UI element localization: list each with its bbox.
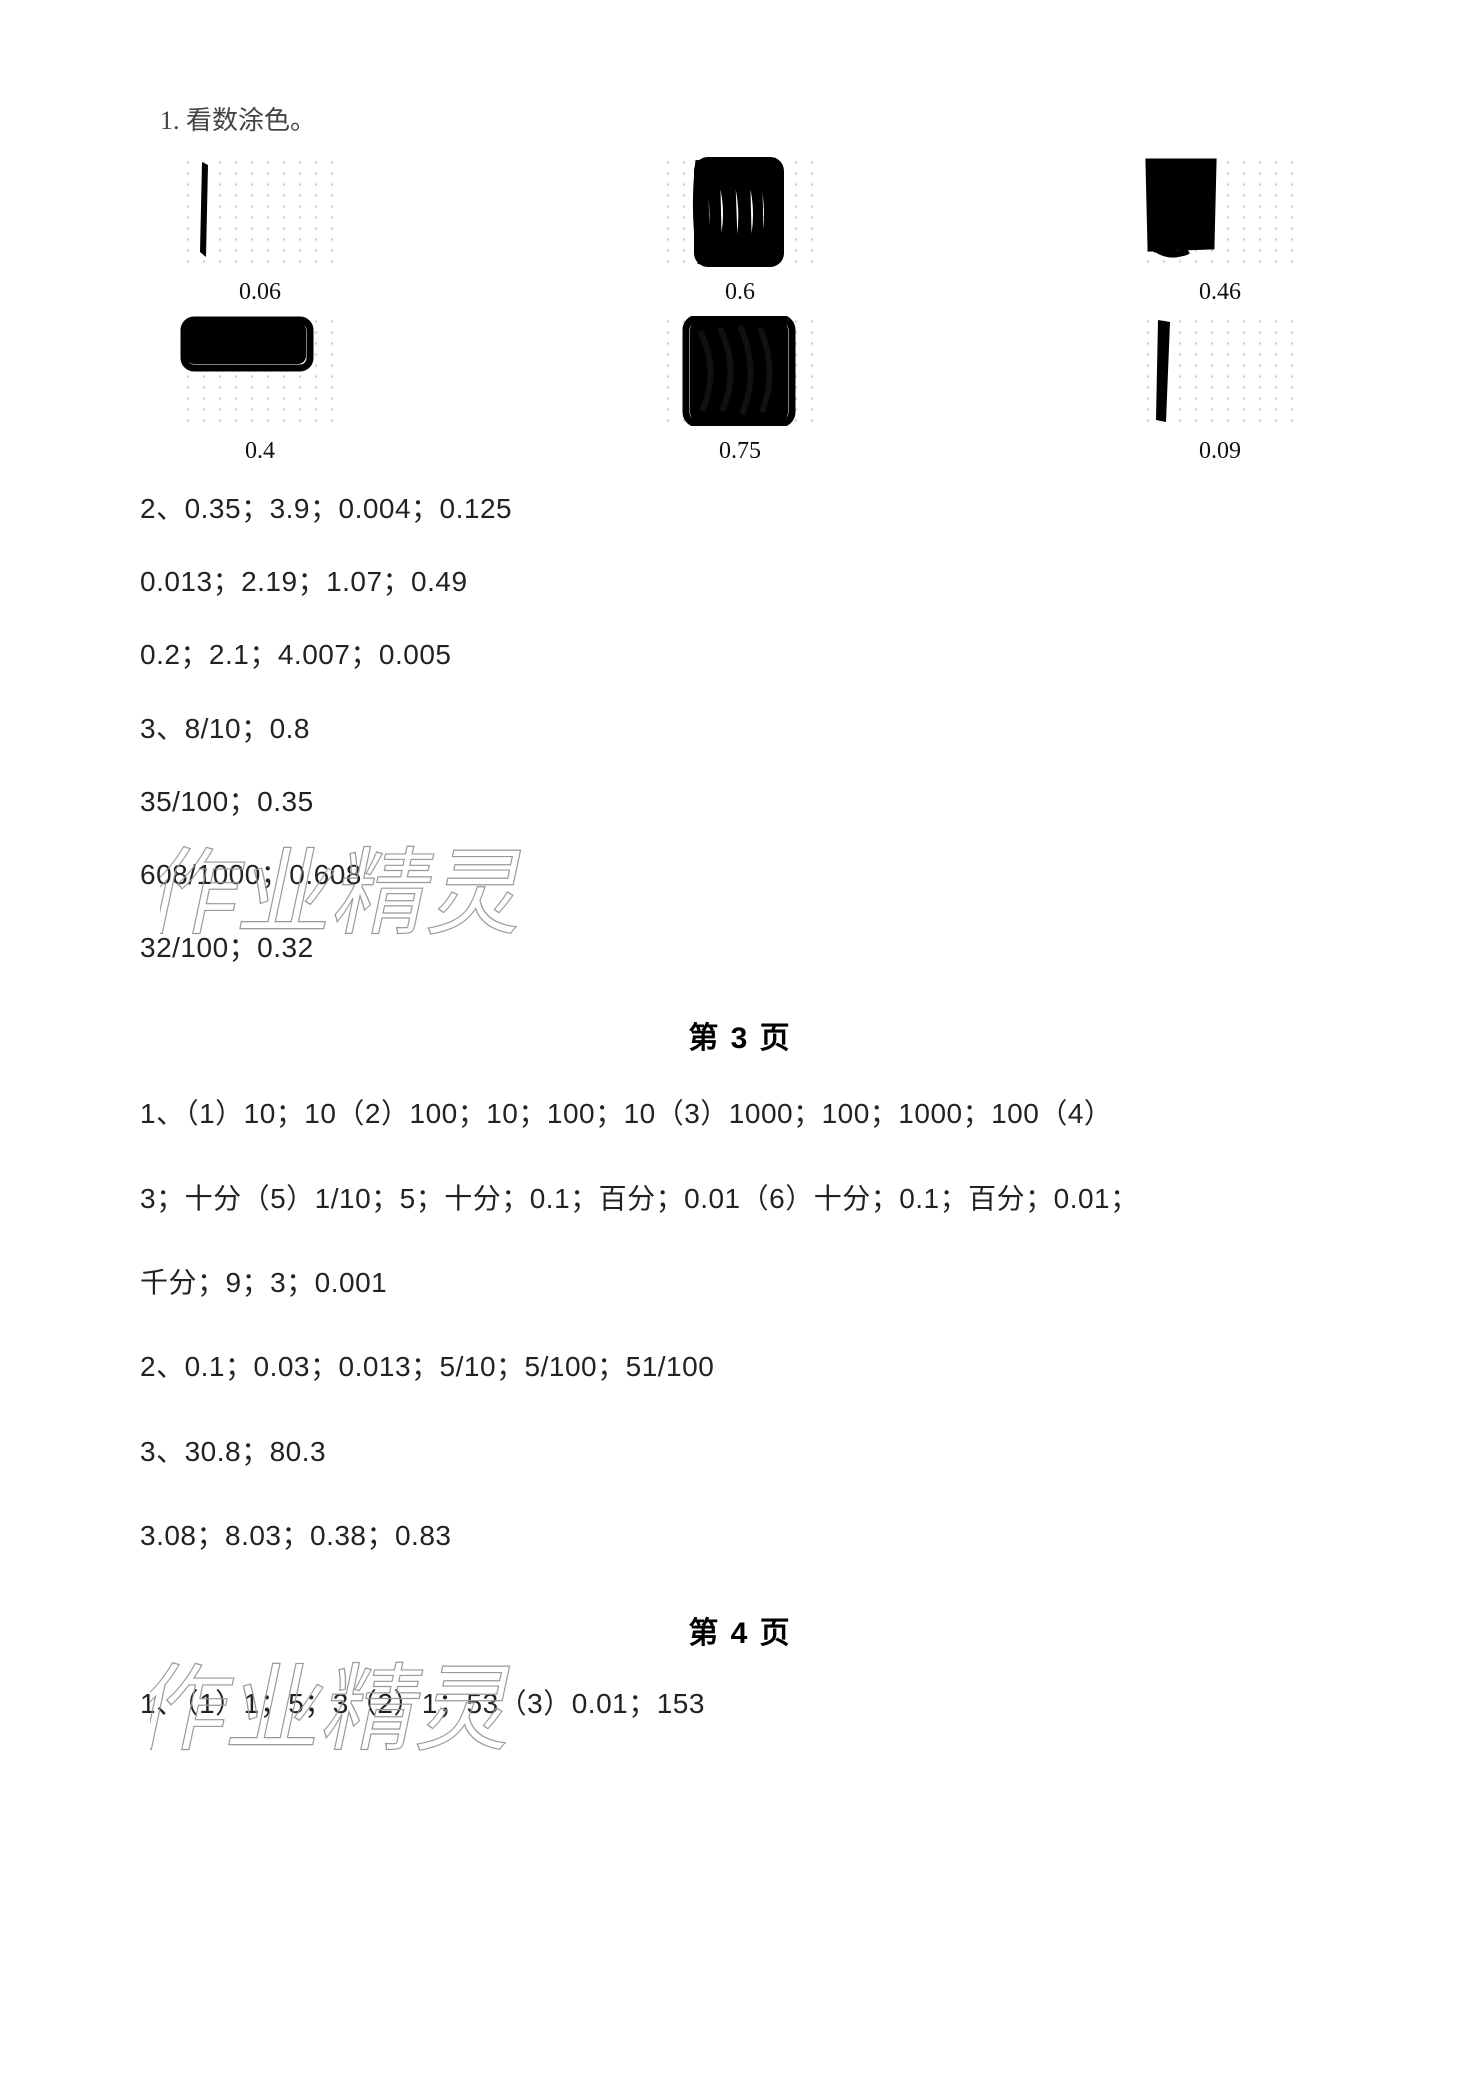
answer-line: 3.08；8.03；0.38；0.83 [140, 1497, 1340, 1575]
scribble-fill [1140, 157, 1300, 267]
grid-label: 0.75 [719, 438, 761, 465]
page-3-heading: 第 3 页 [140, 1013, 1340, 1057]
question-1-title: 1. 看数涂色。 [160, 100, 1340, 137]
answer-line: 2、0.35；3.9；0.004；0.125 [140, 475, 1340, 542]
answer-line: 3、8/10；0.8 [140, 695, 1340, 762]
scribble-fill [1140, 316, 1300, 426]
grid-cell: 0.06 [160, 157, 360, 306]
dot-grid-0.6 [660, 157, 820, 267]
dot-grid-0.06 [180, 157, 340, 267]
answer-line: 千分；9；3；0.001 [140, 1244, 1340, 1322]
grid-cell: 0.4 [160, 316, 360, 465]
answer-line: 1、（1）10；10（2）100；10；100；10（3）1000；100；10… [140, 1075, 1340, 1153]
answer-line: 3、30.8；80.3 [140, 1413, 1340, 1491]
scribble-fill [180, 157, 340, 267]
scribble-fill [180, 316, 340, 426]
dot-grid-0.09 [1140, 316, 1300, 426]
grid-cell: 0.6 [640, 157, 840, 306]
grid-row-2: 0.4 0.75 0.09 [140, 316, 1340, 465]
answer-line: 0.013；2.19；1.07；0.49 [140, 548, 1340, 615]
scribble-fill [660, 157, 820, 267]
answer-line: 32/100；0.32 [140, 914, 1340, 981]
page-4-heading: 第 4 页 [140, 1608, 1340, 1652]
grid-cell: 0.46 [1120, 157, 1320, 306]
scribble-fill [660, 316, 820, 426]
answer-line: 3；十分（5）1/10；5；十分；0.1；百分；0.01（6）十分；0.1；百分… [140, 1160, 1340, 1238]
grid-label: 0.4 [245, 438, 275, 465]
grid-cell: 0.09 [1120, 316, 1320, 465]
grid-label: 0.06 [239, 279, 281, 306]
answer-line: 35/100；0.35 [140, 768, 1340, 835]
answer-line: 0.2；2.1；4.007；0.005 [140, 621, 1340, 688]
dot-grid-0.75 [660, 316, 820, 426]
answer-line: 608/1000；0.608 [140, 841, 1340, 908]
grid-cell: 0.75 [640, 316, 840, 465]
grid-label: 0.6 [725, 279, 755, 306]
grid-label: 0.46 [1199, 279, 1241, 306]
dot-grid-0.4 [180, 316, 340, 426]
answer-line: 1、（1）1；5；3（2）1；53（3）0.01；153 [140, 1670, 1340, 1737]
grid-label: 0.09 [1199, 438, 1241, 465]
answer-line: 2、0.1；0.03；0.013；5/10；5/100；51/100 [140, 1328, 1340, 1406]
dot-grid-0.46 [1140, 157, 1300, 267]
grid-row-1: 0.06 0.6 0.46 [140, 157, 1340, 306]
